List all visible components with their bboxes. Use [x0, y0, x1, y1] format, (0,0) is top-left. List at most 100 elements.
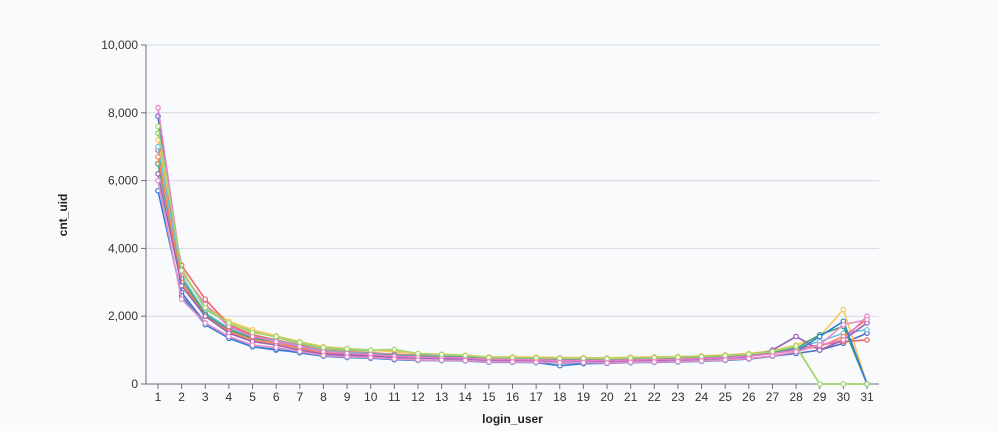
data-point: [226, 320, 232, 326]
x-axis: 1 2 3 4 5 6 7 8 9 10 11 12 13 14 15 16 17 18 19 20 21 22 23 24 2…: [155, 384, 874, 404]
y-tick-label: 2,000: [108, 309, 138, 323]
series-12: [155, 177, 870, 366]
x-tick-label: 16: [506, 390, 520, 404]
data-point: [651, 354, 658, 361]
data-point: [202, 320, 209, 326]
data-point: [155, 104, 161, 111]
data-point: [769, 353, 776, 359]
y-axis-title: cnt_uid: [56, 194, 70, 237]
x-tick-label: 17: [529, 390, 543, 404]
data-point: [296, 339, 303, 346]
data-point: [509, 354, 516, 361]
series-line: [157, 163, 868, 385]
data-point: [155, 123, 161, 130]
data-point: [793, 343, 799, 349]
x-tick-label: 7: [296, 390, 303, 404]
x-tick-label: 3: [202, 390, 209, 404]
data-point: [793, 348, 799, 355]
data-point: [675, 358, 681, 365]
data-point: [604, 355, 610, 362]
x-tick-label: 13: [435, 390, 449, 404]
x-tick-label: 9: [344, 390, 351, 404]
x-tick-label: 28: [789, 390, 803, 404]
series-line: [157, 149, 868, 360]
series-line: [157, 116, 868, 364]
x-tick-label: 27: [766, 390, 780, 404]
data-point: [698, 353, 705, 360]
data-point: [296, 343, 303, 350]
x-tick-label: 21: [624, 390, 638, 404]
x-tick-label: 29: [813, 390, 827, 404]
x-tick-label: 24: [695, 390, 709, 404]
data-point: [627, 359, 634, 366]
data-point: [438, 357, 445, 364]
data-point: [202, 296, 209, 303]
data-point: [793, 333, 799, 340]
data-point: [391, 346, 398, 353]
x-tick-label: 19: [577, 390, 591, 404]
data-point: [533, 359, 539, 366]
data-point: [486, 354, 492, 361]
data-point: [486, 359, 492, 365]
series-line: [157, 107, 868, 362]
data-point: [391, 356, 398, 362]
data-point: [344, 354, 350, 360]
x-tick-label: 20: [600, 390, 614, 404]
data-point: [580, 359, 587, 366]
data-point: [296, 348, 303, 355]
data-point: [178, 267, 185, 274]
data-point: [864, 337, 870, 343]
series-line: [157, 126, 867, 385]
data-point: [155, 154, 161, 160]
data-point: [249, 342, 256, 348]
data-point: [698, 358, 705, 364]
legend-pager[interactable]: [917, 0, 977, 8]
x-tick-label: 23: [671, 390, 685, 404]
data-point: [816, 333, 823, 340]
x-tick-label: 18: [553, 390, 567, 404]
data-point: [273, 338, 279, 345]
x-tick-label: 8: [320, 390, 327, 404]
x-tick-label: 15: [482, 390, 496, 404]
data-point: [840, 306, 847, 313]
data-point: [273, 333, 279, 340]
series-line: [157, 146, 868, 361]
data-point: [367, 354, 374, 361]
data-point: [320, 352, 327, 359]
x-tick-label: 14: [459, 390, 473, 404]
x-tick-label: 6: [273, 390, 280, 404]
data-point: [864, 326, 870, 333]
y-tick-label: 0: [131, 377, 138, 391]
x-tick-label: 26: [742, 390, 756, 404]
data-point: [722, 352, 729, 359]
data-point: [273, 344, 279, 351]
data-point: [320, 344, 327, 351]
y-axis-ticks: 0 2,000 4,000 6,000 8,000 10,000: [101, 38, 147, 391]
x-tick-label: 30: [837, 390, 851, 404]
x-tick-label: 4: [226, 390, 233, 404]
series-7: [155, 154, 870, 364]
data-point: [651, 359, 658, 365]
data-point: [816, 347, 823, 353]
series-5: [155, 143, 870, 363]
data-point: [415, 357, 421, 363]
data-point: [580, 355, 587, 362]
y-tick-label: 8,000: [108, 106, 138, 120]
x-axis-title: login_user: [482, 412, 543, 426]
series-11: [155, 123, 870, 387]
data-point: [604, 360, 610, 366]
data-point: [769, 348, 776, 355]
data-point: [202, 304, 209, 311]
data-point: [675, 354, 681, 361]
data-point: [746, 355, 752, 362]
series-4: [155, 147, 870, 362]
data-point: [462, 352, 469, 359]
x-tick-label: 31: [860, 390, 874, 404]
data-point: [816, 342, 823, 348]
data-point: [249, 329, 256, 336]
x-tick-label: 25: [719, 390, 733, 404]
x-tick-label: 12: [411, 390, 425, 404]
data-point: [178, 296, 185, 303]
data-point: [462, 357, 469, 364]
